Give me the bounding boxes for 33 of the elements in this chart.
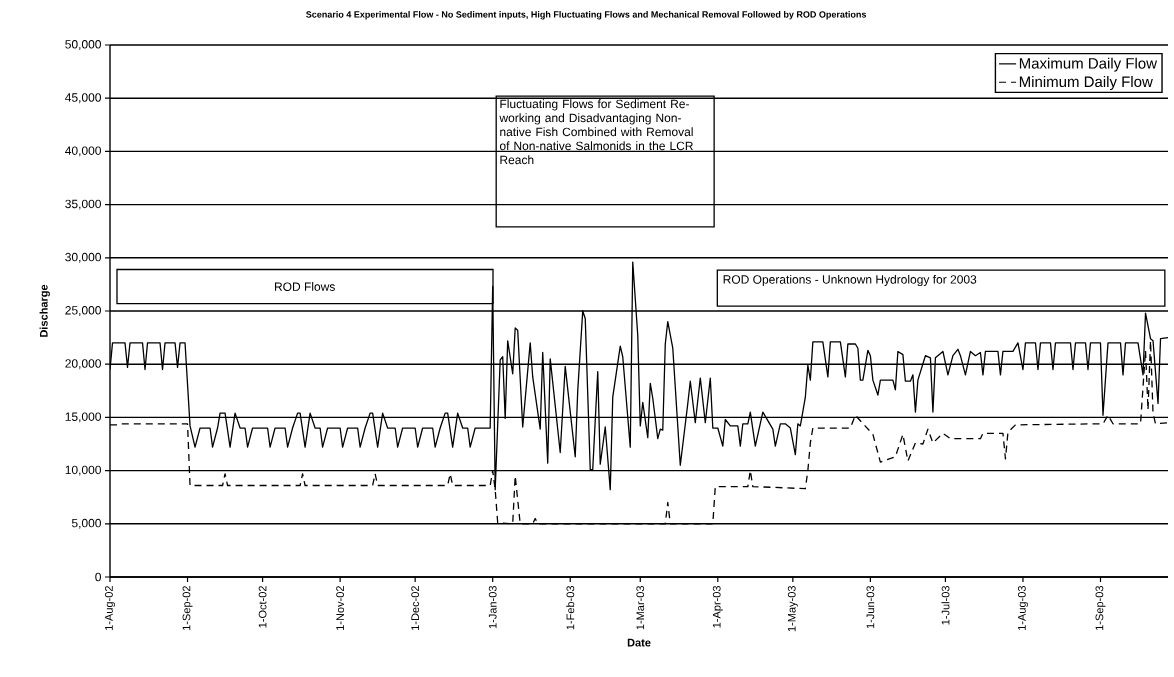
- x-tick-label: 1-Aug-02: [105, 586, 115, 630]
- annotation: ROD Flows: [275, 282, 335, 291]
- y-tick-label: 0: [95, 572, 101, 582]
- annotation: ROD Operations - Unknown Hydrology for 2003: [723, 274, 977, 287]
- x-axis-title: Date: [627, 638, 651, 647]
- x-tick-label: 1-Sep-02: [182, 586, 193, 630]
- y-tick-label: 45,000: [65, 93, 101, 104]
- x-tick-label: 1-Nov-02: [336, 586, 345, 630]
- annotation: Fluctuating Flows for Sediment Re-working and Disadvantaging Non-native Fish Combined with Removal of Non-native Salmonids in the LCR Reach: [499, 99, 693, 165]
- y-tick-label: 50,000: [65, 40, 101, 50]
- y-tick-label: 5,000: [71, 518, 101, 529]
- chart-title: Scenario 4 Experimental Flow - No Sediment inputs, High Fluctuating Flows and Mechanical Removal Followed by ROD Operations: [306, 11, 867, 20]
- x-tick-label: 1-Jan-03: [488, 586, 497, 629]
- legend-label: Maximum Daily Flow: [1019, 57, 1158, 72]
- x-tick-label: 1-Dec-02: [411, 586, 420, 630]
- y-axis-title: Discharge: [39, 284, 50, 337]
- y-tick-label: 15,000: [65, 412, 101, 423]
- legend-label: Minimum Daily Flow: [1019, 76, 1153, 91]
- x-tick-label: 1-May-03: [787, 586, 798, 632]
- y-tick-label: 10,000: [65, 465, 101, 476]
- y-tick-label: 20,000: [65, 359, 101, 370]
- x-tick-label: 1-Oct-02: [258, 586, 267, 628]
- x-tick-label: 1-Jul-03: [941, 586, 950, 625]
- y-tick-label: 35,000: [65, 199, 101, 210]
- x-tick-label: 1-Feb-03: [566, 586, 575, 630]
- x-tick-label: 1-Apr-03: [712, 586, 723, 628]
- x-tick-label: 1-Aug-03: [1017, 586, 1028, 630]
- x-tick-label: 1-Sep-03: [1095, 586, 1106, 630]
- y-tick-label: 30,000: [65, 252, 101, 263]
- y-tick-label: 25,000: [65, 306, 101, 316]
- x-tick-label: 1-Mar-03: [636, 586, 645, 630]
- y-tick-label: 40,000: [65, 146, 101, 157]
- x-tick-label: 1-Jun-03: [866, 586, 875, 629]
